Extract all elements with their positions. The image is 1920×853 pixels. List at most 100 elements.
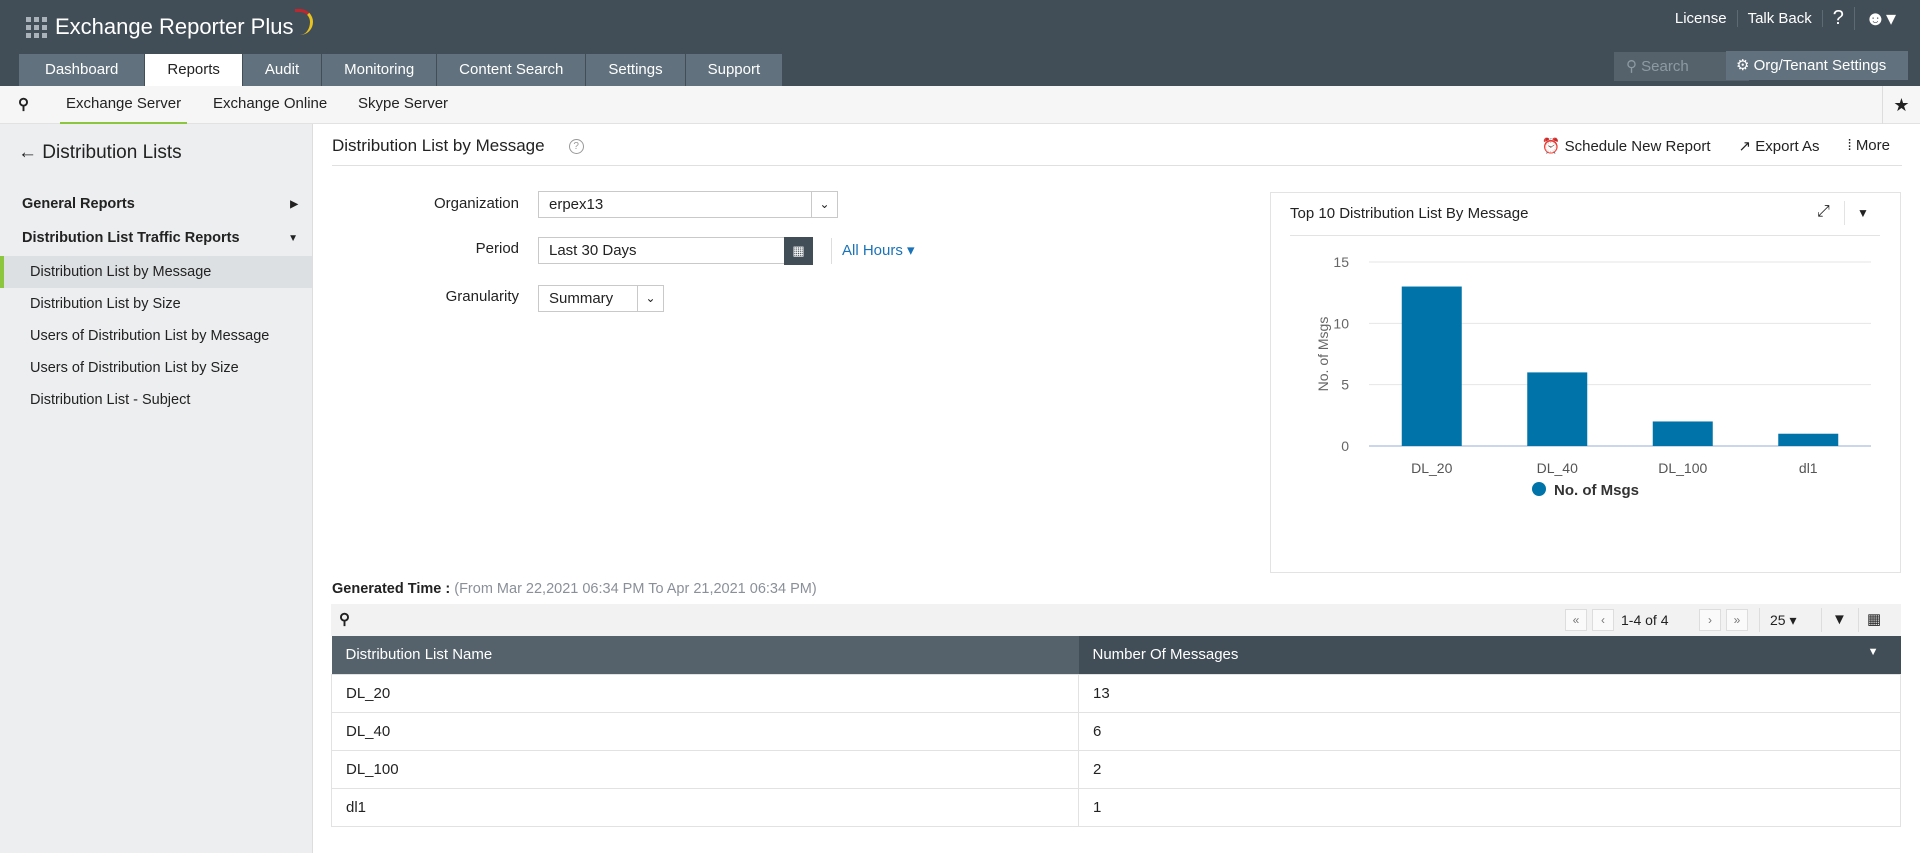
prev-page-button[interactable]: ‹ [1592,609,1614,631]
filter-icon[interactable]: ▼ [1821,608,1847,632]
x-tick-label: DL_20 [1411,460,1452,476]
next-page-button[interactable]: › [1699,609,1721,631]
org-tenant-settings-button[interactable]: ⚙ Org/Tenant Settings [1726,51,1908,80]
alarm-clock-icon: ⏰ [1541,138,1561,155]
table-search-icon[interactable]: ⚲ [339,611,350,628]
x-tick-label: DL_40 [1537,460,1578,476]
y-tick-label: 0 [1341,438,1349,454]
tab-dashboard[interactable]: Dashboard [19,54,145,86]
tab-reports[interactable]: Reports [145,54,242,86]
sidebar-title: Distribution Lists [42,142,182,163]
sidebar-item-users-dl-by-message[interactable]: Users of Distribution List by Message [30,328,270,344]
y-tick-label: 10 [1333,315,1349,331]
table-row[interactable]: DL_40 6 [331,711,1901,751]
caret-down-icon: ▼ [288,233,298,244]
x-tick-label: dl1 [1799,460,1818,476]
granularity-value: Summary [549,290,614,307]
tab-audit[interactable]: Audit [242,54,322,86]
apps-grid-icon [26,16,47,38]
message-count-cell: 6 [1078,711,1901,751]
tab-content-search[interactable]: Content Search [437,54,586,86]
column-chooser-icon[interactable]: ▦ [1858,608,1881,632]
gear-icon: ⚙ [1736,57,1750,74]
dl-name-cell: DL_100 [331,749,1079,789]
chart-title: Top 10 Distribution List By Message [1290,205,1529,222]
export-as-button[interactable]: ↗ Export As [1739,137,1820,155]
tab-monitoring[interactable]: Monitoring [322,54,437,86]
message-count-cell: 1 [1078,787,1901,827]
subnav-exchange-online[interactable]: Exchange Online [213,95,328,112]
favorite-star-icon[interactable]: ★ [1882,86,1920,124]
help-icon[interactable]: ? [568,139,584,155]
sidebar: ← Distribution Lists General Reports ▶ Di… [0,124,313,853]
sidebar-item-dl-by-message[interactable]: Distribution List by Message [0,256,312,288]
first-page-button[interactable]: « [1565,609,1587,631]
user-avatar-icon[interactable]: ☻▾ [1864,8,1896,30]
calendar-icon[interactable]: ▦ [784,237,813,265]
logo-arc-icon [295,9,314,35]
chart-menu-caret-icon[interactable]: ▼ [1844,201,1869,225]
per-page-select[interactable]: 25 ▾ [1759,608,1797,632]
table-row[interactable]: DL_20 13 [331,673,1901,713]
bar-dl1 [1778,433,1839,446]
period-value: Last 30 Days [549,242,637,259]
action-label: More [1855,137,1890,154]
more-button[interactable]: ⁞ More [1847,137,1890,155]
schedule-new-report-button[interactable]: ⏰ Schedule New Report [1542,137,1711,155]
column-header-name[interactable]: Distribution List Name [331,636,1079,674]
sidebar-item-dl-subject[interactable]: Distribution List - Subject [30,392,191,408]
divider [1290,235,1880,236]
granularity-label: Granularity [445,288,519,305]
report-search-icon[interactable]: ⚲ [18,96,29,113]
license-link[interactable]: License [1665,10,1738,27]
bar-DL_40 [1527,372,1588,446]
y-axis-label: No. of Msgs [1315,317,1331,392]
table-row[interactable]: dl1 1 [331,787,1901,827]
header-label: Number Of Messages [1092,646,1239,664]
app-logo[interactable]: Exchange Reporter Plus [26,9,314,40]
dl-name-cell: DL_40 [331,711,1079,751]
org-value: erpex13 [549,196,604,213]
period-input[interactable]: Last 30 Days [538,237,785,264]
search-placeholder: Search [1641,58,1689,75]
talk-back-link[interactable]: Talk Back [1738,10,1823,27]
group-label: General Reports [22,196,135,212]
expand-icon[interactable]: ⤢ [1817,203,1830,220]
chevron-down-icon: ⌄ [811,192,837,217]
help-icon[interactable]: ? [1823,7,1855,30]
caret-right-icon: ▶ [290,199,298,210]
granularity-select[interactable]: Summary ⌄ [538,285,664,312]
dl-name-cell: DL_20 [331,673,1079,713]
tab-support[interactable]: Support [685,54,783,86]
table-row[interactable]: DL_100 2 [331,749,1901,789]
sort-caret-icon[interactable]: ▼ [1867,646,1879,659]
table-toolbar: ⚲ « ‹ 1-4 of 4 › » 25 ▾ ▼ ▦ [331,604,1901,636]
sidebar-item-dl-by-size[interactable]: Distribution List by Size [30,296,181,312]
subnav-exchange-server[interactable]: Exchange Server [60,86,188,125]
export-icon: ↗ [1738,138,1752,155]
bar-chart: 0 5 10 15 No. of Msgs DL_20 DL_40 DL_100 dl1 No. … [1315,254,1871,499]
report-table: Distribution List Name Number Of Message… [331,636,1901,827]
org-settings-label: Org/Tenant Settings [1753,57,1887,74]
group-traffic-reports[interactable]: Distribution List Traffic Reports ▼ [22,230,298,246]
y-tick-label: 5 [1341,377,1349,393]
group-general-reports[interactable]: General Reports ▶ [22,196,298,212]
more-icon: ⁞ [1847,137,1852,154]
organization-select[interactable]: erpex13 ⌄ [538,191,838,218]
all-hours-dropdown[interactable]: All Hours ▾ [831,238,915,264]
sub-nav: ⚲ Exchange Server Exchange Online Skype … [0,86,1920,125]
chevron-down-icon: ⌄ [637,286,663,311]
sidebar-item-users-dl-by-size[interactable]: Users of Distribution List by Size [30,360,239,376]
tab-settings[interactable]: Settings [586,54,685,86]
organization-label: Organization [433,195,519,212]
message-count-cell: 13 [1078,673,1901,713]
action-label: Export As [1755,138,1820,155]
subnav-skype-server[interactable]: Skype Server [358,95,449,112]
action-label: Schedule New Report [1564,138,1711,155]
sidebar-back[interactable]: ← Distribution Lists [18,142,182,164]
last-page-button[interactable]: » [1726,609,1748,631]
message-count-cell: 2 [1078,749,1901,789]
dl-name-cell: dl1 [331,787,1079,827]
divider [332,165,1902,166]
column-header-messages[interactable]: Number Of Messages ▼ [1078,636,1901,674]
